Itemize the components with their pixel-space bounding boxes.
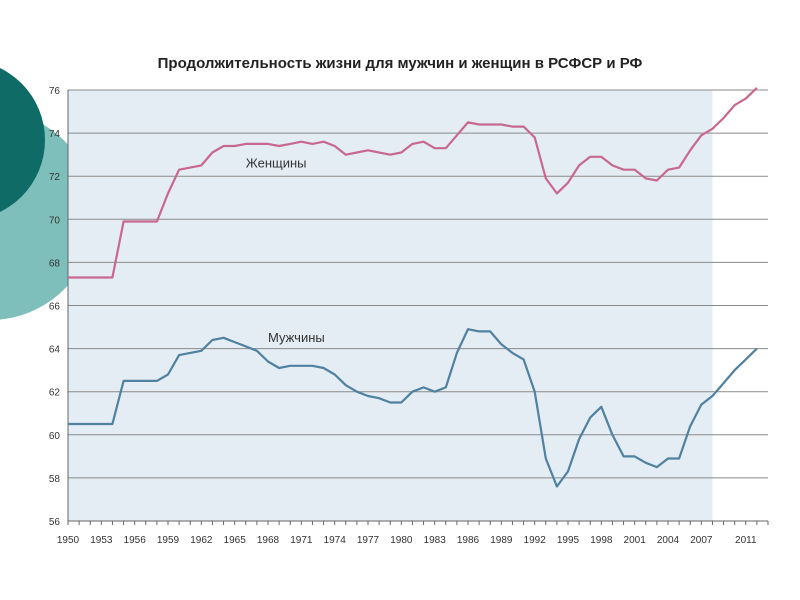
x-tick-label-1980: 1980 — [390, 535, 413, 546]
x-tick-label-1977: 1977 — [357, 535, 380, 546]
x-tick-label-2004: 2004 — [657, 535, 680, 546]
x-tick-label-1962: 1962 — [190, 535, 213, 546]
x-tick-label-1992: 1992 — [524, 535, 547, 546]
y-tick-label-66: 66 — [49, 302, 61, 313]
x-tick-label-1989: 1989 — [490, 535, 513, 546]
y-tick-label-72: 72 — [49, 172, 61, 183]
x-tick-label-1950: 1950 — [57, 535, 80, 546]
x-tick-label-1983: 1983 — [424, 535, 447, 546]
decorative-circle-dark — [0, 68, 45, 212]
x-tick-label-1968: 1968 — [257, 535, 280, 546]
x-tick-label-1986: 1986 — [457, 535, 480, 546]
series-label-men: Мужчины — [268, 330, 325, 345]
x-tick-label-1974: 1974 — [324, 535, 347, 546]
y-tick-label-58: 58 — [49, 474, 61, 485]
chart-title: Продолжительность жизни для мужчин и жен… — [157, 55, 643, 72]
series-line-women — [68, 87, 758, 279]
x-tick-label-2011: 2011 — [735, 535, 757, 546]
y-tick-label-76: 76 — [49, 86, 61, 97]
y-tick-label-64: 64 — [49, 345, 61, 356]
x-tick-label-1953: 1953 — [90, 535, 113, 546]
x-tick-label-1956: 1956 — [124, 535, 147, 546]
y-tick-label-70: 70 — [49, 215, 61, 226]
x-tick-label-2001: 2001 — [624, 535, 647, 546]
y-tick-label-68: 68 — [49, 258, 61, 269]
y-tick-label-56: 56 — [49, 517, 61, 528]
x-tick-label-1995: 1995 — [557, 535, 580, 546]
y-tick-label-60: 60 — [49, 431, 61, 442]
x-tick-label-1959: 1959 — [157, 535, 180, 546]
series-label-women: Женщины — [246, 156, 307, 171]
y-tick-label-74: 74 — [49, 129, 61, 140]
x-tick-label-1965: 1965 — [224, 535, 247, 546]
series-line-men — [68, 328, 758, 488]
x-tick-label-2007: 2007 — [690, 535, 713, 546]
x-tick-label-1971: 1971 — [290, 535, 313, 546]
x-tick-label-1998: 1998 — [590, 535, 613, 546]
y-tick-label-62: 62 — [49, 388, 61, 399]
